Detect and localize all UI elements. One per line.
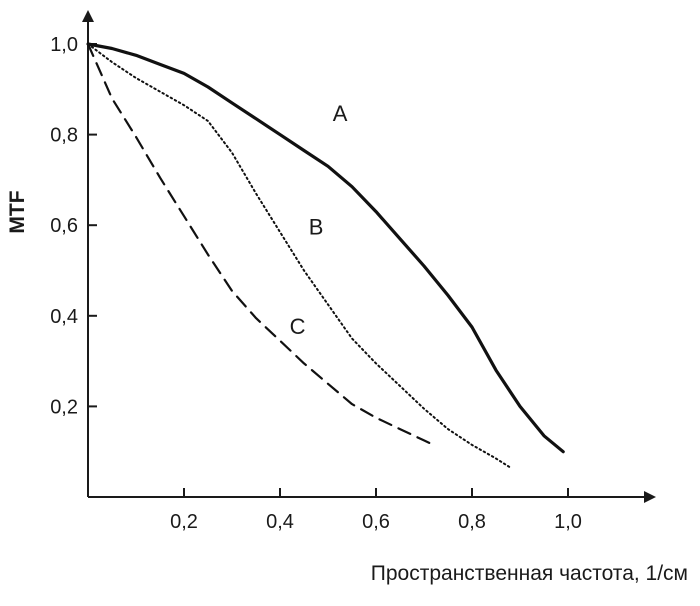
- series-line-c: [86, 42, 435, 446]
- series-label-c: C: [290, 314, 306, 339]
- y-axis-ticks: 0,2 0,4 0,6 0,8 1,0: [50, 34, 97, 418]
- x-axis-ticks: 0,2 0,4 0,6 0,8 1,0: [170, 488, 582, 533]
- y-axis-title: MTF: [6, 190, 29, 233]
- y-tick-label: 0,2: [50, 396, 78, 418]
- x-tick-label: 0,8: [458, 511, 486, 533]
- y-tick-label: 0,4: [50, 306, 78, 328]
- x-tick-label: 0,4: [266, 511, 294, 533]
- series-label-a: A: [333, 101, 348, 126]
- series-label-b: B: [309, 214, 324, 239]
- series-line-b: [87, 43, 512, 469]
- x-tick-label: 0,6: [362, 511, 390, 533]
- series-layer: A B C: [86, 42, 565, 469]
- x-axis-title: Пространственная частота, 1/см: [371, 562, 688, 585]
- y-tick-label: 0,6: [50, 215, 78, 237]
- x-tick-label: 1,0: [554, 511, 582, 533]
- y-tick-label: 0,8: [50, 125, 78, 147]
- x-tick-label: 0,2: [170, 511, 198, 533]
- series-line-a: [86, 42, 565, 454]
- y-tick-label: 1,0: [50, 34, 78, 56]
